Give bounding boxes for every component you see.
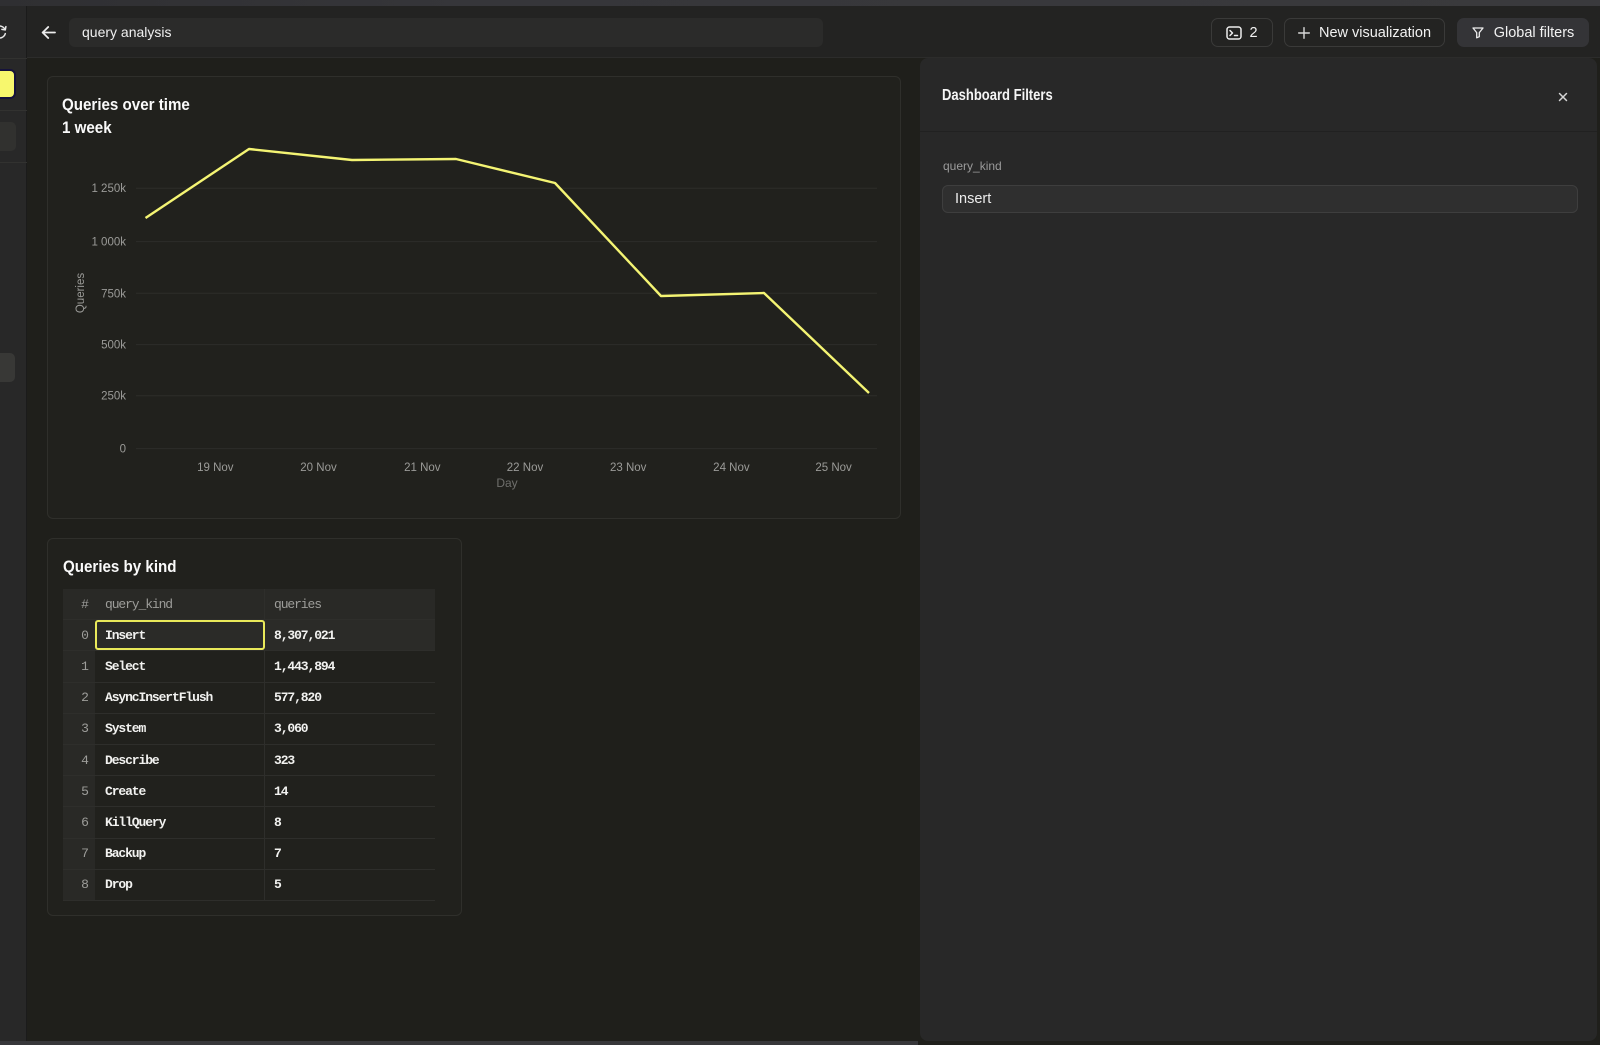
svg-text:250k: 250k (101, 391, 126, 403)
svg-text:21 Nov: 21 Nov (404, 462, 441, 474)
svg-text:23 Nov: 23 Nov (610, 462, 647, 474)
svg-text:750k: 750k (101, 288, 126, 300)
svg-text:Day: Day (496, 476, 517, 490)
svg-text:1 250k: 1 250k (91, 183, 126, 195)
svg-text:22 Nov: 22 Nov (507, 462, 544, 474)
svg-text:1 000k: 1 000k (91, 237, 126, 249)
svg-text:20 Nov: 20 Nov (300, 462, 337, 474)
svg-text:19 Nov: 19 Nov (197, 462, 234, 474)
svg-text:500k: 500k (101, 340, 126, 352)
svg-text:24 Nov: 24 Nov (713, 462, 750, 474)
svg-text:0: 0 (120, 444, 126, 456)
svg-text:Queries: Queries (75, 273, 87, 314)
svg-text:25 Nov: 25 Nov (815, 462, 852, 474)
